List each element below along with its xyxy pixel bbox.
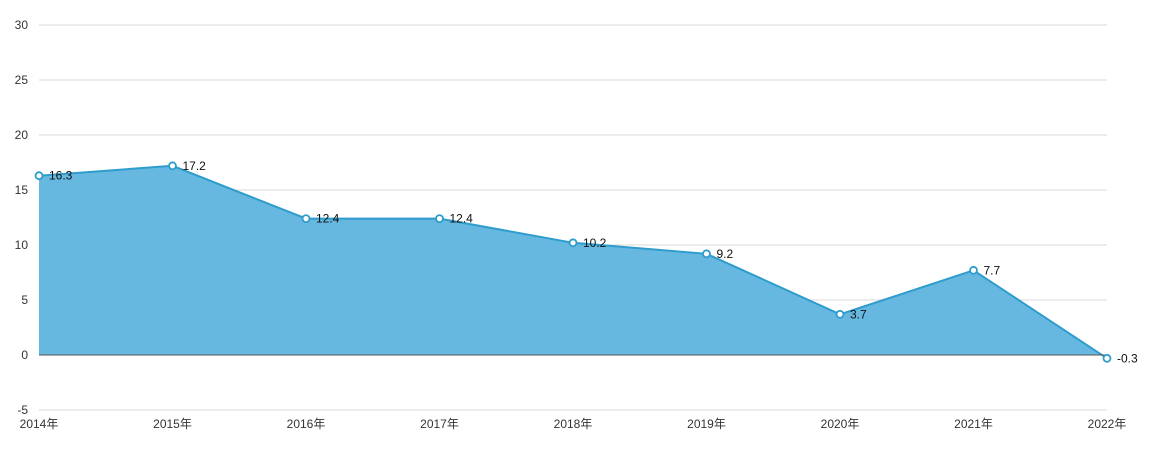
data-point[interactable] (969, 265, 978, 275)
area-fill (39, 165, 1107, 359)
y-tick-label: -5 (17, 403, 28, 417)
data-point[interactable] (702, 249, 711, 259)
y-tick-label: 5 (21, 293, 28, 307)
y-tick-label: 30 (15, 18, 29, 32)
y-tick-label: 15 (15, 183, 29, 197)
x-tick-label: 2014年 (20, 417, 59, 431)
data-point[interactable] (34, 171, 44, 181)
data-label: 17.2 (183, 159, 207, 173)
data-label: 16.3 (49, 169, 73, 183)
data-label: 10.2 (583, 236, 607, 250)
data-label: 12.4 (450, 212, 474, 226)
x-tick-label: 2015年 (153, 417, 192, 431)
y-tick-label: 20 (15, 128, 29, 142)
x-tick-label: 2017年 (420, 417, 459, 431)
data-point[interactable] (168, 161, 177, 171)
y-tick-label: 0 (21, 348, 28, 362)
data-label: 12.4 (316, 212, 340, 226)
y-tick-label: 10 (15, 238, 29, 252)
data-point[interactable] (1102, 353, 1112, 363)
x-tick-label: 2016年 (287, 417, 326, 431)
data-markers (34, 161, 1112, 363)
y-tick-label: 25 (15, 73, 29, 87)
x-tick-label: 2021年 (954, 417, 993, 431)
x-tick-label: 2018年 (554, 417, 593, 431)
data-label: 3.7 (850, 307, 867, 321)
data-point[interactable] (568, 238, 578, 248)
data-point[interactable] (301, 214, 311, 224)
data-label: 9.2 (717, 247, 734, 261)
data-label: -0.3 (1117, 351, 1138, 365)
x-tick-label: 2022年 (1088, 417, 1127, 431)
x-tick-label: 2020年 (821, 417, 860, 431)
data-point[interactable] (435, 214, 444, 224)
data-label: 7.7 (984, 263, 1001, 277)
axes: -5 0 5 10 15 20 25 30 2014年 2015年 2016年 2017年 2018年 2… (15, 18, 1127, 431)
area-series (38, 164, 1108, 360)
data-labels: 16.3 17.2 12.4 12.4 10.2 9.2 3.7 7.7 -0.3 (49, 159, 1138, 365)
x-tick-label: 2019年 (687, 417, 726, 431)
data-point[interactable] (835, 309, 845, 319)
